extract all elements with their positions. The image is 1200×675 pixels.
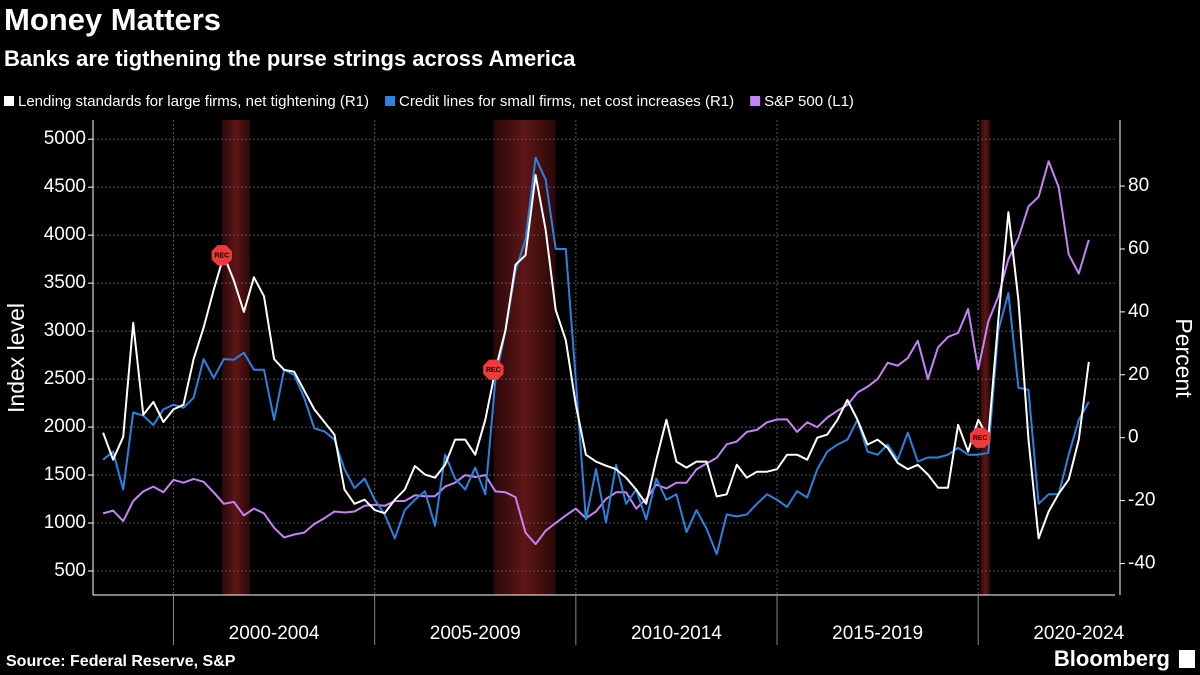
recession-marker-shape <box>970 427 991 448</box>
chart-subtitle: Banks are tigthening the purse strings a… <box>4 46 576 71</box>
recession-marker-label: REC <box>214 253 229 260</box>
legend-label: S&P 500 (L1) <box>764 93 854 110</box>
brand: Bloomberg <box>1054 646 1170 671</box>
x-tick-label: 2000-2004 <box>229 623 320 644</box>
y-tick-label: 1500 <box>44 464 86 485</box>
y-tick-label: 4000 <box>44 224 86 245</box>
y2-tick-label: 40 <box>1128 301 1149 322</box>
y-axis-title: Index level <box>3 303 29 413</box>
y-tick-label: 2500 <box>44 368 86 389</box>
y-tick-label: 500 <box>54 560 86 581</box>
y2-tick-label: 0 <box>1128 427 1139 448</box>
legend-label: Lending standards for large firms, net t… <box>18 93 369 110</box>
y2-tick-label: -20 <box>1128 490 1155 511</box>
y-tick-label: 5000 <box>44 128 86 149</box>
recession-marker-label: REC <box>486 367 501 374</box>
y2-tick-label: -40 <box>1128 553 1155 574</box>
brand-icon <box>1179 650 1195 668</box>
y-tick-label: 4500 <box>44 176 86 197</box>
series-line <box>102 174 1090 540</box>
y-tick-label: 1000 <box>44 512 86 533</box>
source: Source: Federal Reserve, S&P <box>6 653 236 670</box>
chart-title: Money Matters <box>4 2 221 37</box>
y-tick-label: 3000 <box>44 320 86 341</box>
recession-marker-label: REC <box>973 435 988 442</box>
legend-swatch <box>385 96 396 106</box>
recession-marker: REC <box>970 427 991 448</box>
series-line <box>102 156 1090 556</box>
x-tick-label: 2015-2019 <box>832 623 923 644</box>
recession-marker-shape <box>211 245 232 266</box>
recession-marker-shape <box>483 359 504 380</box>
x-tick-label: 2010-2014 <box>631 623 722 644</box>
y-tick-label: 2000 <box>44 416 86 437</box>
legend-swatch <box>750 96 761 106</box>
legend-label: Credit lines for small firms, net cost i… <box>399 93 734 110</box>
x-tick-label: 2005-2009 <box>430 623 521 644</box>
recession-marker: REC <box>483 359 504 380</box>
y2-tick-label: 60 <box>1128 238 1149 259</box>
y2-tick-label: 80 <box>1128 175 1149 196</box>
recession-band <box>980 120 991 595</box>
y2-tick-label: 20 <box>1128 364 1149 385</box>
recession-band <box>493 120 556 595</box>
recession-marker: REC <box>211 245 232 266</box>
series-line <box>102 160 1090 546</box>
y-tick-label: 3500 <box>44 272 86 293</box>
x-tick-label: 2020-2024 <box>1033 623 1124 644</box>
legend-swatch <box>4 96 14 106</box>
y2-axis-title: Percent <box>1171 318 1197 398</box>
